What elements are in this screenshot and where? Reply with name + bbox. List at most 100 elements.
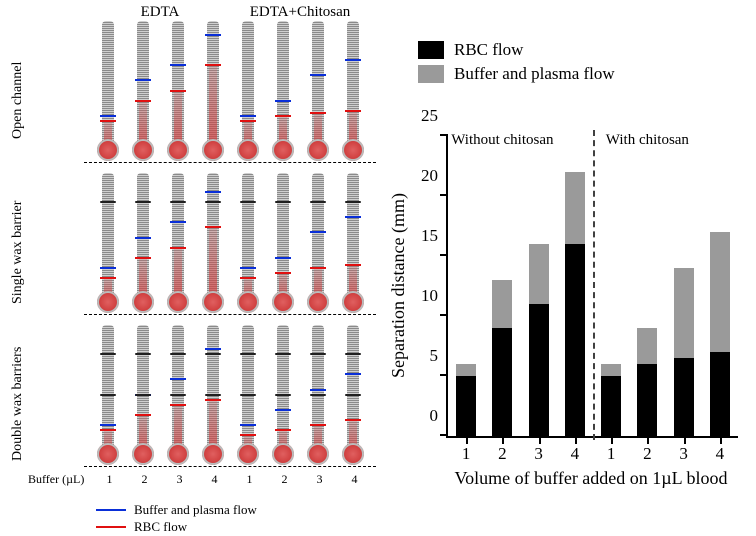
wax-barrier [345, 201, 361, 203]
rbc-mark [275, 272, 291, 274]
buffer-mark [310, 231, 326, 233]
rbc-mark [345, 264, 361, 266]
channel [240, 21, 256, 161]
wax-barrier [240, 353, 256, 355]
channel-row: Double wax barriers [10, 328, 382, 480]
bar-segment-rbc [710, 352, 730, 436]
bar-segment-rbc [637, 364, 657, 436]
baseline [84, 466, 376, 467]
buffer-mark [100, 424, 116, 426]
col-header: EDTA+Chitosan [230, 4, 370, 21]
rbc-fill [209, 66, 217, 147]
channel [100, 173, 116, 313]
bar-segment-rbc [601, 376, 621, 436]
bar-segment-rbc [529, 304, 549, 436]
sample-well [132, 443, 154, 465]
sample-well [202, 291, 224, 313]
sample-well [167, 443, 189, 465]
sample-well [237, 139, 259, 161]
channel [205, 173, 221, 313]
wax-barrier [135, 353, 151, 355]
legend-item: Buffer and plasma flow [96, 502, 257, 517]
wax-barrier [310, 394, 326, 396]
legend-swatch [418, 41, 444, 59]
buffer-mark [170, 64, 186, 66]
baseline [84, 162, 376, 163]
channel-row: Single wax barrier [10, 176, 382, 328]
buffer-tick: 2 [142, 472, 148, 487]
buffer-mark [170, 221, 186, 223]
rbc-fill [209, 228, 217, 299]
left-panel: EDTA EDTA+Chitosan Open channelSingle wa… [10, 0, 382, 534]
wax-barrier [170, 353, 186, 355]
left-legend: Buffer and plasma flowRBC flow [96, 502, 257, 536]
rbc-mark [100, 429, 116, 431]
channel-group [90, 328, 230, 478]
y-tick-label: 15 [408, 226, 438, 246]
sample-well [307, 443, 329, 465]
rbc-mark [205, 64, 221, 66]
y-tick [440, 314, 448, 316]
buffer-mark [240, 424, 256, 426]
channel [135, 173, 151, 313]
y-tick-label: 0 [408, 406, 438, 426]
rbc-mark [240, 434, 256, 436]
rbc-mark [345, 110, 361, 112]
sample-well [237, 291, 259, 313]
buffer-mark [240, 115, 256, 117]
channel [275, 21, 291, 161]
channel-group [230, 24, 370, 174]
col-header: EDTA [90, 4, 230, 21]
sample-well [132, 139, 154, 161]
channel-stem [242, 325, 254, 451]
wax-barrier [310, 353, 326, 355]
sample-well [307, 139, 329, 161]
wax-barrier [100, 201, 116, 203]
buffer-tick: 1 [107, 472, 113, 487]
x-tick-label: 1 [607, 444, 616, 464]
wax-barrier [170, 394, 186, 396]
wax-barrier [170, 201, 186, 203]
channel [345, 325, 361, 465]
bar-chart: Separation distance (mm) 051015202512341… [392, 126, 748, 520]
channel [240, 173, 256, 313]
bar-segment-buffer [492, 280, 512, 328]
channel-row: Open channel [10, 24, 382, 176]
channel [275, 325, 291, 465]
sample-well [237, 443, 259, 465]
channel-group [230, 176, 370, 326]
rbc-mark [240, 277, 256, 279]
wax-barrier [135, 394, 151, 396]
rbc-mark [240, 120, 256, 122]
wax-barrier [100, 353, 116, 355]
rbc-mark [100, 277, 116, 279]
channel [170, 21, 186, 161]
right-legend: RBC flowBuffer and plasma flow [418, 40, 615, 88]
wax-barrier [100, 394, 116, 396]
buffer-mark [100, 115, 116, 117]
wax-barrier [275, 353, 291, 355]
wax-barrier [345, 394, 361, 396]
wax-barrier [240, 201, 256, 203]
x-tick [720, 436, 722, 444]
x-tick-label: 2 [643, 444, 652, 464]
x-tick [647, 436, 649, 444]
sample-well [97, 139, 119, 161]
sample-well [97, 291, 119, 313]
sample-well [132, 291, 154, 313]
buffer-mark [205, 34, 221, 36]
channel [100, 325, 116, 465]
x-tick [539, 436, 541, 444]
buffer-mark [310, 389, 326, 391]
channel-group [90, 24, 230, 174]
wax-barrier [345, 353, 361, 355]
x-tick [611, 436, 613, 444]
channel [310, 21, 326, 161]
y-tick-label: 10 [408, 286, 438, 306]
channel [310, 173, 326, 313]
legend-item: RBC flow [418, 40, 615, 60]
group-divider [593, 130, 595, 440]
channel-grid [90, 176, 370, 326]
x-tick [466, 436, 468, 444]
channel [135, 325, 151, 465]
